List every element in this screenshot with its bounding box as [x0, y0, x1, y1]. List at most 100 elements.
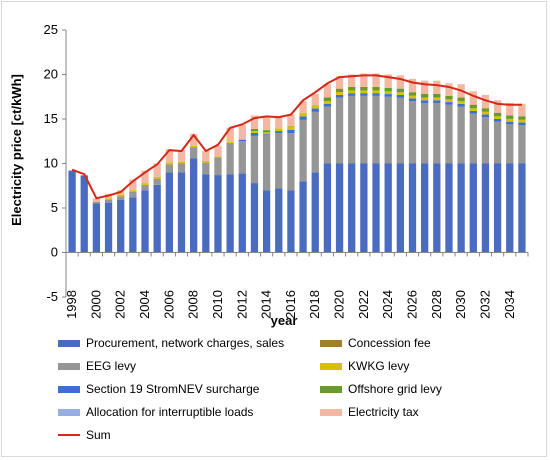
bar-segment: [323, 84, 332, 98]
bar-segment: [433, 97, 441, 101]
bar-segment: [396, 88, 404, 93]
bar-segment: [226, 127, 234, 143]
bar-segment: [445, 163, 453, 253]
bar-segment: [311, 111, 319, 173]
bar-segment: [153, 184, 161, 253]
bar-segment: [335, 163, 344, 253]
legend-swatch: [58, 339, 80, 347]
y-tick-label: 0: [51, 245, 58, 260]
bar-segment: [190, 147, 198, 159]
bar-segment: [323, 97, 332, 102]
bar-segment: [275, 128, 283, 132]
bar-segment: [469, 113, 477, 164]
bar-segment: [262, 135, 271, 191]
bar-segment: [214, 175, 222, 253]
bar-segment: [493, 112, 502, 117]
bar-segment: [408, 163, 417, 253]
x-axis-label: year: [271, 313, 298, 328]
bar-segment: [153, 176, 161, 179]
bar-segment: [141, 170, 149, 184]
bar-segment: [287, 126, 295, 130]
bar-segment: [335, 97, 344, 164]
bar-segment: [68, 170, 76, 253]
bar-segment: [262, 134, 271, 136]
y-tick-label: 5: [51, 200, 58, 215]
legend-item: Sum: [58, 428, 111, 442]
bar-segment: [335, 76, 344, 89]
bar-segment: [421, 93, 429, 98]
bar-segment: [335, 88, 344, 93]
bar-segment: [469, 110, 477, 114]
bar-segment: [469, 108, 477, 111]
bar-segment: [299, 119, 307, 182]
bar-segment: [311, 105, 319, 109]
bar-segment: [518, 116, 526, 120]
bar-segment: [287, 129, 295, 134]
bar-segment: [445, 95, 453, 100]
bar-segment: [129, 179, 137, 191]
bar-segment: [433, 102, 441, 164]
legend-swatch: [320, 362, 342, 370]
x-tick-label: 2006: [161, 290, 176, 319]
y-axis-label: Electricity price [ct/kWh]: [9, 74, 24, 226]
bar-segment: [360, 86, 368, 91]
bar-segment: [190, 134, 198, 146]
bar-segment: [177, 163, 186, 173]
bar-segment: [396, 92, 404, 95]
bar-segment: [92, 198, 101, 202]
bar-segment: [372, 90, 380, 94]
legend-label: Electricity tax: [348, 405, 419, 419]
bar-segment: [323, 101, 332, 104]
bar-segment: [396, 97, 404, 164]
legend-item: KWKG levy: [320, 359, 409, 373]
x-tick-label: 2014: [259, 290, 274, 319]
bar-segment: [275, 188, 283, 253]
bar-segment: [202, 162, 210, 175]
bar-segment: [311, 108, 319, 112]
x-tick-label: 2018: [307, 290, 322, 319]
x-tick-label: 2026: [405, 290, 420, 319]
legend-item: Offshore grid levy: [320, 382, 442, 396]
bar-segment: [481, 117, 490, 164]
bar-segment: [348, 163, 356, 253]
sum-line: [71, 74, 522, 200]
legend-swatch: [320, 408, 342, 416]
legend-item: Procurement, network charges, sales: [58, 336, 284, 350]
legend-label: Section 19 StromNEV surcharge: [86, 382, 260, 396]
bar-segment: [250, 132, 259, 136]
bar-segment: [323, 106, 332, 164]
bar-segment: [481, 94, 490, 109]
bar-segment: [384, 87, 392, 92]
bar-segment: [348, 90, 356, 94]
y-tick-label: 25: [44, 22, 58, 37]
bar-segment: [335, 92, 344, 95]
bar-segment: [287, 133, 295, 191]
bar-segment: [153, 178, 161, 185]
legend-label: Procurement, network charges, sales: [86, 336, 285, 350]
bar-segment: [360, 90, 368, 94]
bar-segment: [165, 162, 173, 165]
bar-segment: [481, 163, 490, 253]
bar-segment: [226, 142, 234, 144]
bar-segment: [299, 112, 307, 117]
plot-area: -5 0 5 10 15 20 25 1998 2000 2002 2004 2006 2008 2010…: [44, 22, 529, 319]
bar-segment: [117, 196, 125, 200]
bar-segment: [250, 128, 259, 132]
bar-segment: [469, 163, 477, 253]
bar-segment: [506, 115, 514, 119]
x-tick-label: 2022: [356, 290, 371, 319]
bar-segment: [481, 108, 490, 112]
bar-segment: [506, 163, 514, 253]
bar-segment: [92, 203, 101, 253]
bar-segment: [117, 199, 125, 253]
x-tick-label: 2008: [186, 290, 201, 319]
bar-segment: [457, 101, 465, 104]
bar-segment: [372, 95, 380, 164]
bar-segment: [421, 80, 429, 94]
bar-segment: [238, 139, 246, 140]
bar-segment: [165, 149, 173, 163]
x-tick-label: 2000: [88, 290, 103, 319]
legend-swatch: [58, 362, 80, 370]
